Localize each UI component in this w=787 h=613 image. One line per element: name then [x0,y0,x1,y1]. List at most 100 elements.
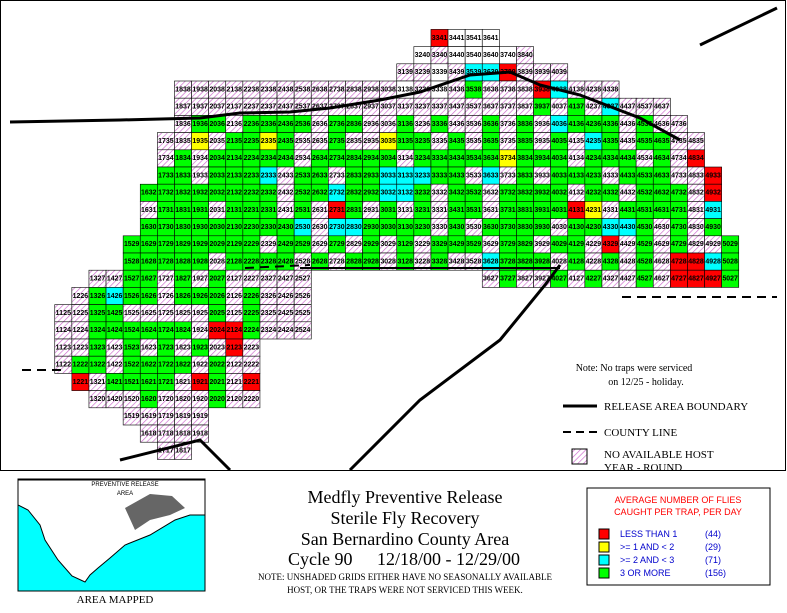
grid-label: 2226 [244,293,260,300]
grid-label: 1933 [192,172,208,179]
grid-label: 2130 [227,224,243,231]
grid-label: 2434 [278,155,294,162]
grid-label: 1735 [158,138,174,145]
grid-label: 4032 [551,190,567,197]
grid-label: 1927 [192,276,208,283]
grid-label: 4833 [688,172,704,179]
grid-label: 1222 [73,362,89,369]
grid-label: 3735 [500,138,516,145]
grid-label: 4932 [705,190,721,197]
note: on 12/25 - holiday. [608,377,683,388]
grid-label: 3336 [432,121,448,128]
grid-label: 2524 [295,327,311,334]
grid-label: 4634 [654,155,670,162]
grid-label: 2330 [261,224,277,231]
grid-label: 1323 [90,344,106,351]
grid-label: 3035 [380,138,396,145]
grid-label: 2830 [346,224,362,231]
grid-label: 3738 [500,86,516,93]
grid-label: 4235 [586,138,602,145]
grid-label: 4227 [586,276,602,283]
grid-label: 3439 [449,69,465,76]
grid-label: 3541 [466,35,482,42]
grid-label: 2333 [261,172,277,179]
grid-label: 4631 [654,207,670,214]
grid-label: 4834 [688,155,704,162]
grid-label: 1936 [192,121,208,128]
grid-label: 3332 [432,190,448,197]
grid-label: 1423 [107,344,123,351]
grid-label: 3230 [415,224,431,231]
grid-label: 1817 [175,448,191,455]
grid-label: 1826 [175,293,191,300]
grid-label: 1720 [158,396,174,403]
grid-label: 2127 [227,276,243,283]
grid-label: 1621 [141,379,157,386]
grid-label: 1624 [141,327,157,334]
grid-label: 1831 [175,207,191,214]
footnote: HOST, OR THE TRAPS WERE NOT SERVICED THI… [287,585,523,595]
grid-label: 5028 [722,258,738,265]
grid-label: 2534 [295,155,311,162]
grid-label: 2437 [278,104,294,111]
grid-label: 4238 [586,86,602,93]
grid-label: 3928 [534,258,550,265]
grid-label: 3536 [466,121,482,128]
grid-label: 4832 [688,190,704,197]
legend-swatch [598,528,610,540]
grid-label: 3532 [466,190,482,197]
grid-label: 4735 [671,138,687,145]
grid-label: 4329 [603,241,619,248]
grid-label: 3833 [517,172,533,179]
grid-label: 1529 [124,241,140,248]
grid-label: 2738 [329,86,345,93]
grid-label: 1523 [124,344,140,351]
grid-label: 2730 [329,224,345,231]
grid-label: 3840 [517,52,533,59]
grid-label: 2120 [227,396,243,403]
key-label: YEAR - ROUND [604,462,682,474]
release-boundary [348,264,562,472]
legend-title: AVERAGE NUMBER OF FLIES [615,495,742,505]
grid-label: 4828 [688,258,704,265]
grid-label: 3837 [517,104,533,111]
grid-label: 3236 [415,121,431,128]
grid-label: 1427 [107,276,123,283]
legend [586,487,771,586]
grid-label: 3636 [483,121,499,128]
grid-label: 3237 [415,104,431,111]
grid-label: 2637 [312,104,328,111]
grid-label: 4536 [637,121,653,128]
grid-label: 4636 [654,121,670,128]
grid-label: 1918 [192,430,208,437]
grid-label: 2235 [244,138,260,145]
grid-label: 3533 [466,172,482,179]
grid-label: 4030 [551,224,567,231]
grid-label: 2028 [209,258,225,265]
grid-label: 4831 [688,207,704,214]
grid-label: 3831 [517,207,533,214]
grid-label: 3535 [466,138,482,145]
grid-label: 3136 [398,121,414,128]
grid-label: 2237 [244,104,260,111]
grid-label: 3437 [449,104,465,111]
grid-label: 3937 [534,104,550,111]
grid-label: 3929 [534,241,550,248]
grid-cell [721,269,740,288]
grid-label: 2933 [363,172,379,179]
release-boundary [699,6,778,47]
grid-label: 3933 [534,172,550,179]
grid-label: 2024 [209,327,225,334]
grid-label: 3637 [483,104,499,111]
grid-label: 1622 [141,362,157,369]
grid-label: 3529 [466,241,482,248]
grid-label: 1321 [90,379,106,386]
grid-label: 2231 [244,207,260,214]
grid-label: 2332 [261,190,277,197]
grid-label: 2833 [346,172,362,179]
grid-label: 4433 [620,172,636,179]
grid-label: 3737 [500,104,516,111]
grid-label: 3135 [398,138,414,145]
grid-label: 2836 [346,121,362,128]
